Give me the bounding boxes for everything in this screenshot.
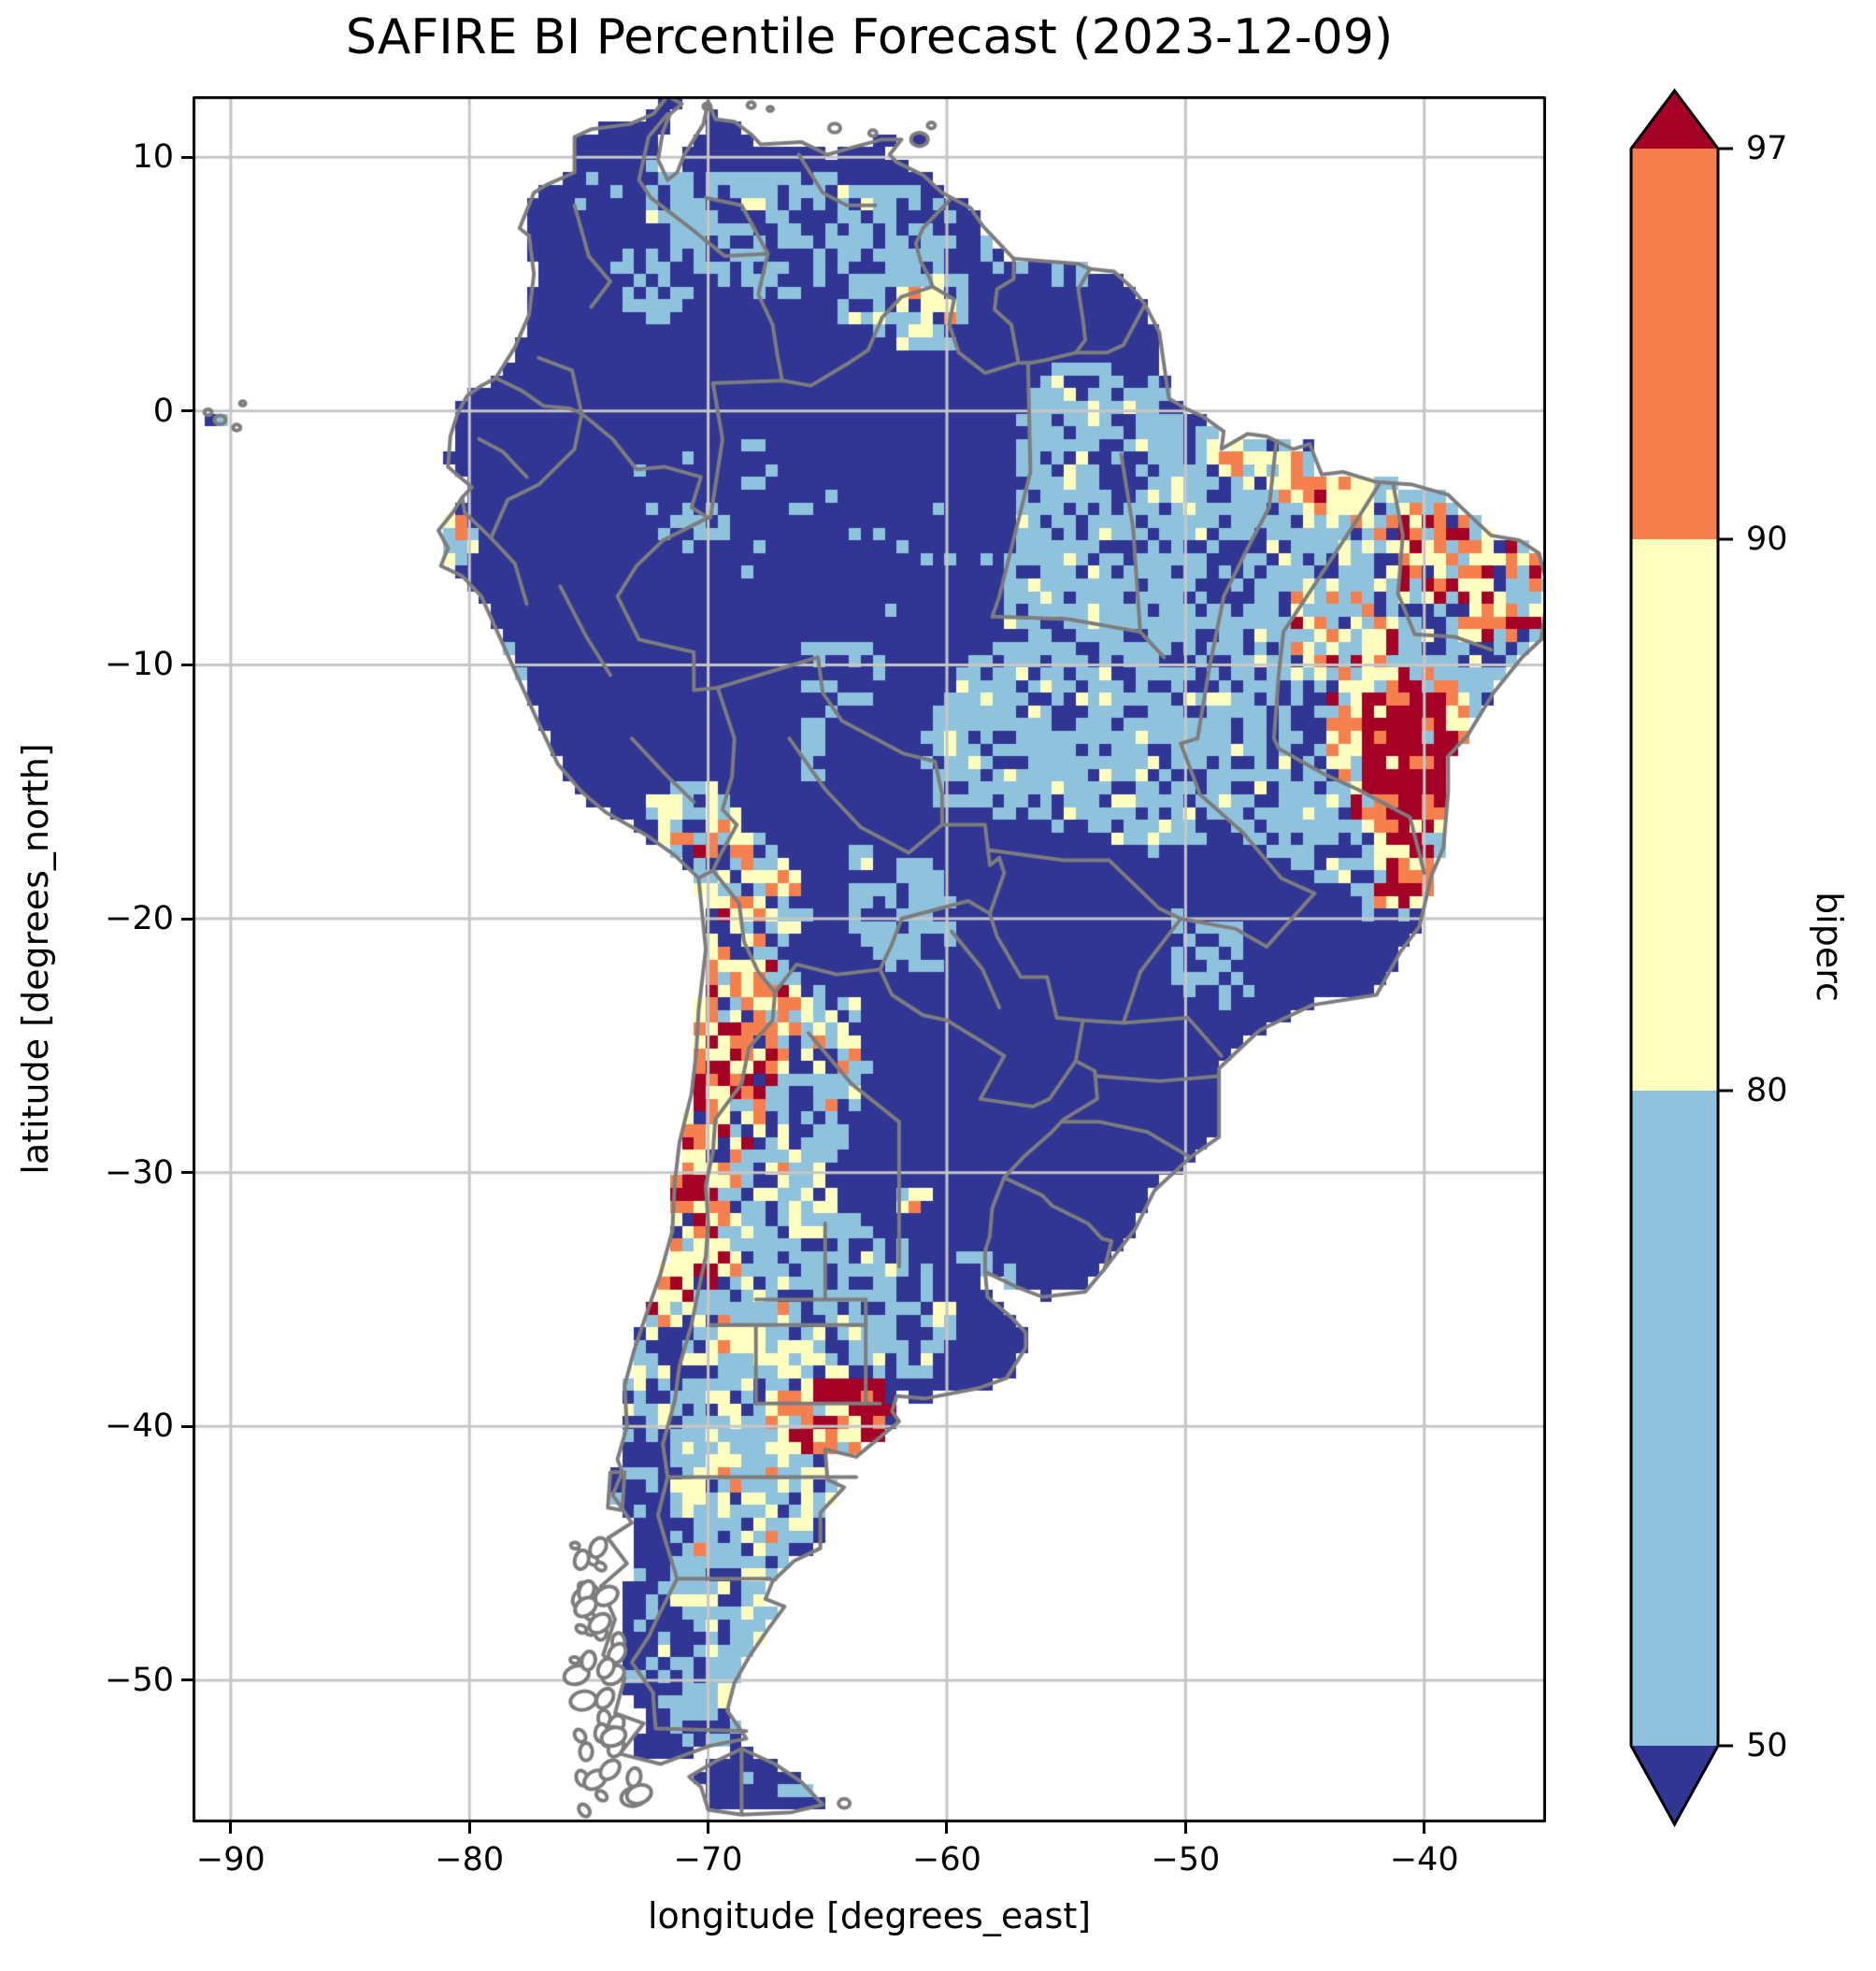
x-tick-mark: [945, 1822, 949, 1834]
y-tick-label: −20: [105, 900, 174, 938]
y-tick-mark: [181, 917, 193, 921]
colorbar-tick-label: 50: [1746, 1727, 1788, 1764]
y-tick-mark: [181, 409, 193, 413]
x-tick-mark: [707, 1822, 710, 1834]
x-tick-label: −90: [195, 1841, 265, 1878]
y-tick-mark: [181, 1678, 193, 1682]
x-tick-mark: [1183, 1822, 1187, 1834]
map-plot-area: [193, 96, 1546, 1822]
x-tick-label: −40: [1389, 1841, 1459, 1878]
south-america-map-canvas: [193, 96, 1546, 1822]
y-axis-label: latitude [degrees_north]: [15, 743, 56, 1175]
y-tick-label: 0: [152, 392, 174, 430]
colorbar-segment-50-80: [1631, 1091, 1718, 1746]
x-tick-label: −70: [673, 1841, 743, 1878]
colorbar-label: biperc: [1809, 892, 1850, 1002]
x-tick-label: −80: [435, 1841, 505, 1878]
y-tick-label: −30: [105, 1153, 174, 1192]
colorbar-segment-90-97: [1631, 149, 1718, 539]
y-tick-mark: [181, 155, 193, 159]
x-tick-label: −60: [912, 1841, 981, 1878]
x-tick-mark: [1423, 1822, 1426, 1834]
y-tick-label: −40: [105, 1407, 174, 1446]
y-tick-mark: [181, 1171, 193, 1175]
colorbar-over-arrow: [1631, 91, 1718, 149]
x-tick-label: −50: [1151, 1841, 1221, 1878]
y-tick-label: −10: [105, 646, 174, 684]
x-tick-mark: [467, 1822, 471, 1834]
x-axis-label: longitude [degrees_east]: [647, 1895, 1092, 1936]
page-title: SAFIRE BI Percentile Forecast (2023-12-0…: [345, 9, 1394, 65]
x-tick-mark: [229, 1822, 233, 1834]
y-tick-label: 10: [132, 138, 174, 177]
colorbar-tick-label: 80: [1746, 1072, 1788, 1109]
colorbar-segment-80-90: [1631, 539, 1718, 1091]
y-tick-mark: [181, 663, 193, 666]
colorbar: 97 90 80 50: [1629, 88, 1788, 1828]
y-tick-label: −50: [105, 1661, 174, 1699]
y-tick-mark: [181, 1424, 193, 1428]
colorbar-under-arrow: [1631, 1746, 1718, 1824]
colorbar-tick-label: 97: [1746, 130, 1788, 167]
colorbar-tick-label: 90: [1746, 521, 1788, 558]
